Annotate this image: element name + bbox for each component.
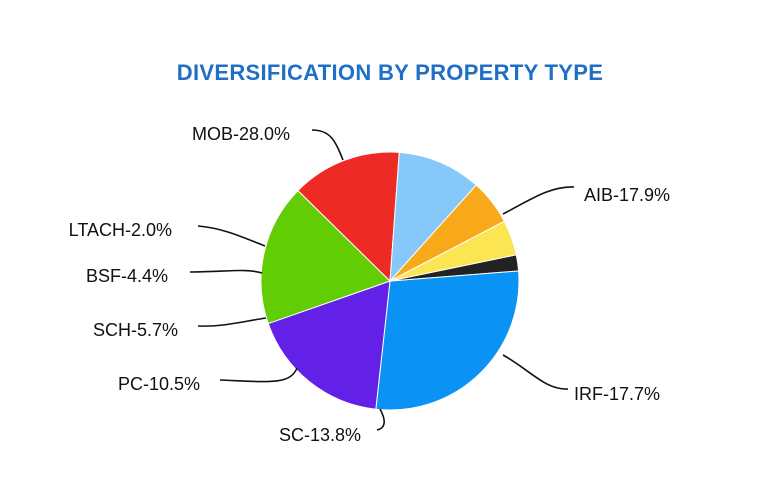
chart-title: DIVERSIFICATION BY PROPERTY TYPE [176,60,604,85]
slice-label-sc: SC-13.8% [279,425,361,445]
slice-label-mob: MOB-28.0% [192,124,290,144]
leader-line-mob [311,129,344,161]
leader-line-pc [219,367,298,383]
leader-line-sch [197,317,267,327]
leader-line-bsf [189,269,263,274]
leader-line-ltach [197,225,266,247]
leader-line-aib [502,186,575,215]
pie-slices [260,151,520,411]
pie-slice-mob [375,270,520,411]
pie-slice-irf [260,189,391,325]
leader-lines [189,129,575,431]
slice-label-bsf: BSF-4.4% [86,266,168,286]
slice-label-ltach: LTACH-2.0% [69,220,172,240]
slice-label-aib: AIB-17.9% [584,185,670,205]
slice-label-irf: IRF-17.7% [574,384,660,404]
pie-slice-sc [297,151,400,283]
pie-slice-pc [389,151,477,283]
leader-line-sc [376,408,385,431]
slice-label-pc: PC-10.5% [118,374,200,394]
slice-label-sch: SCH-5.7% [93,320,178,340]
leader-line-irf [502,354,569,390]
slice-labels: MOB-28.0% AIB-17.9% IRF-17.7% SC-13.8% PC-10… [69,124,670,445]
pie-slice-ltach [389,254,520,282]
